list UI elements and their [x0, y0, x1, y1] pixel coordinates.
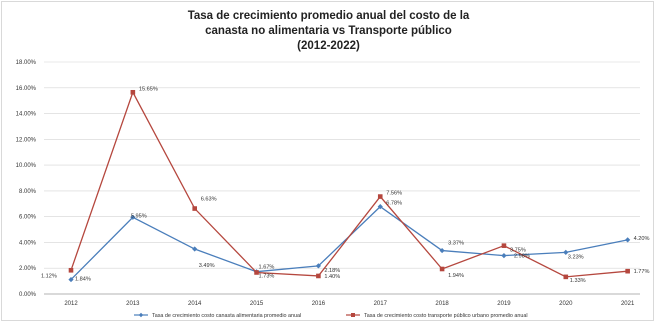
- x-tick-label: 2016: [312, 301, 326, 307]
- y-tick-label: 2.00%: [19, 266, 37, 272]
- series-2-point: [192, 206, 197, 211]
- series-1-point: [315, 263, 321, 269]
- series-1-data-label: 4.20%: [634, 236, 650, 242]
- legend: Tasa de crecimiento costo canasta alimen…: [134, 312, 528, 319]
- x-tick-label: 2015: [250, 301, 264, 307]
- x-tick-label: 2019: [497, 301, 511, 307]
- series-2: [68, 89, 630, 280]
- series-1-data-label: 3.37%: [448, 241, 464, 247]
- series-2-data-label: 1.94%: [448, 273, 464, 279]
- y-tick-label: 10.00%: [16, 163, 37, 169]
- gridlines: [44, 61, 640, 295]
- series-2-data-label: 7.56%: [386, 191, 402, 197]
- series-1-point: [377, 204, 383, 210]
- series-2-point: [68, 267, 74, 273]
- series-1-point: [625, 237, 631, 243]
- series-2-point: [563, 274, 569, 280]
- chart-title: Tasa de crecimiento promedio anual del c…: [0, 9, 657, 54]
- series-1-point: [192, 246, 198, 252]
- series-1-point: [563, 249, 569, 255]
- series-2-data-label: 1.40%: [324, 274, 340, 280]
- x-tick-label: 2018: [435, 301, 449, 307]
- series-1-data-label: 3.49%: [199, 263, 215, 269]
- y-tick-label: 0.00%: [19, 292, 37, 298]
- y-tick-label: 12.00%: [16, 137, 37, 143]
- series-1-data-label: 5.95%: [131, 213, 147, 219]
- chart-title-line-3: (2012-2022): [297, 40, 360, 52]
- series-2-data-label: 3.75%: [510, 248, 526, 254]
- series-1-data-label: 1.73%: [259, 274, 275, 280]
- series-1-point: [439, 247, 445, 254]
- x-axis-tick-labels: 2012 2013 2014 2015 2016 2017 2018 2019 2020 2021: [64, 301, 635, 307]
- legend-label: Tasa de crecimiento costo canasta alimen…: [152, 313, 301, 319]
- series-2-data-label: 1.77%: [634, 269, 650, 275]
- series-1-point: [501, 252, 507, 259]
- series-2-point: [316, 273, 321, 279]
- x-tick-label: 2020: [559, 301, 573, 307]
- y-axis-tick-labels: 0.00% 2.00% 4.00% 6.00% 8.00% 10.00% 12.00% 14.…: [16, 60, 37, 298]
- legend-item-2: Tasa de crecimiento costo transporte púb…: [346, 313, 528, 319]
- x-tick-label: 2013: [126, 301, 140, 307]
- x-tick-label: 2021: [621, 301, 635, 307]
- series-2-point: [501, 243, 507, 248]
- series-1-data-label: 3.23%: [568, 254, 584, 260]
- series-2-point: [439, 266, 445, 272]
- series-1-data-label: 2.18%: [324, 268, 340, 274]
- series-2-data-label: 1.67%: [259, 264, 275, 270]
- data-labels: 1.12% 5.95% 3.49% 1.73% 2.18% 6.78% 3.37% 2.98%…: [41, 86, 650, 284]
- chart-title-line-2: canasta no alimentaria vs Transporte púb…: [205, 25, 452, 37]
- series-2-line: [70, 90, 628, 278]
- y-tick-label: 8.00%: [19, 189, 37, 195]
- legend-swatch-marker: [351, 313, 355, 317]
- series-1-point: [68, 276, 74, 283]
- series-2-point: [625, 268, 630, 274]
- series-1-line: [70, 205, 628, 281]
- y-tick-label: 18.00%: [16, 60, 37, 66]
- series-1-data-label: 1.12%: [41, 274, 57, 280]
- series-2-data-label: 1.33%: [570, 278, 586, 284]
- legend-item-1: Tasa de crecimiento costo canasta alimen…: [134, 312, 301, 319]
- series-2-point: [130, 89, 136, 95]
- series-1-data-label: 6.78%: [386, 201, 402, 207]
- series-1-point: [130, 214, 136, 220]
- y-tick-label: 6.00%: [19, 215, 37, 221]
- series-2-data-label: 15.65%: [139, 86, 158, 92]
- series-layer: [68, 89, 631, 283]
- legend-swatch-marker: [138, 312, 144, 318]
- y-tick-label: 4.00%: [19, 240, 37, 246]
- x-tick-label: 2017: [374, 301, 388, 307]
- series-2-data-label: 1.84%: [75, 276, 91, 282]
- y-tick-label: 16.00%: [16, 86, 37, 92]
- series-2-point: [254, 270, 259, 275]
- series-1-data-label: 2.98%: [514, 254, 530, 260]
- y-tick-label: 14.00%: [16, 112, 37, 118]
- series-2-point: [377, 194, 383, 199]
- x-tick-label: 2012: [64, 301, 78, 307]
- series-2-data-label: 6.63%: [201, 197, 217, 203]
- legend-label: Tasa de crecimiento costo transporte púb…: [364, 313, 528, 319]
- series-1: [68, 204, 631, 283]
- x-tick-label: 2014: [188, 301, 202, 307]
- chart-title-line-1: Tasa de crecimiento promedio anual del c…: [187, 10, 470, 22]
